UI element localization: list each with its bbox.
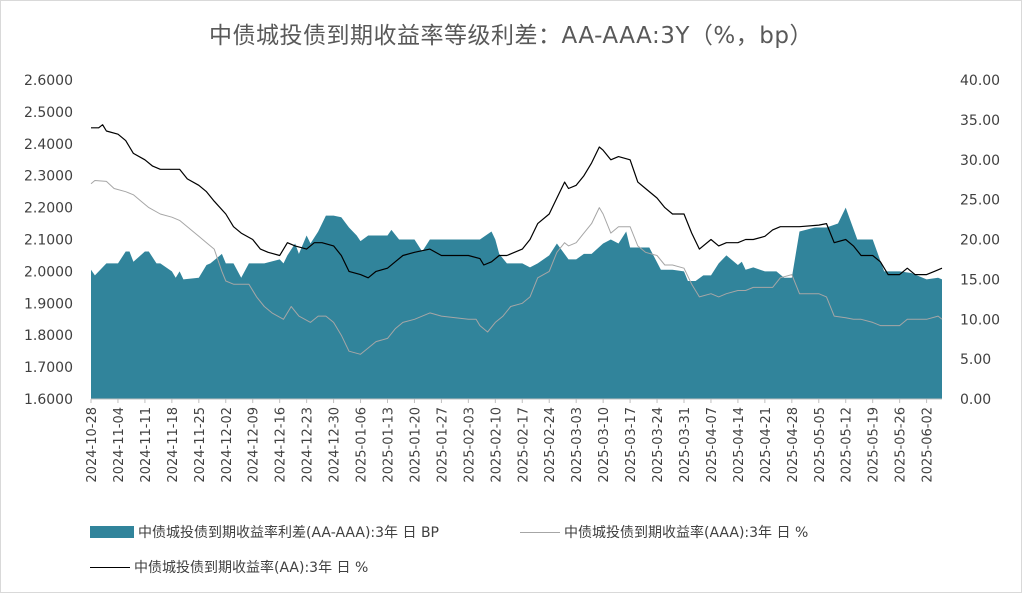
legend-swatch-spread xyxy=(90,526,134,538)
series-area-spread xyxy=(91,207,942,399)
y-left-tick-label: 1.8000 xyxy=(24,328,73,344)
x-tick-label: 2024-11-18 xyxy=(166,407,181,483)
x-tick-label: 2025-01-13 xyxy=(382,407,397,483)
x-tick-label: 2025-01-20 xyxy=(409,407,424,483)
series-line-aa xyxy=(91,124,943,279)
y-right-tick-label: 15.00 xyxy=(960,272,1000,288)
chart-title: 中债城投债到期收益率等级利差：AA-AAA:3Y（%，bp） xyxy=(209,23,813,49)
x-tick-label: 2024-12-30 xyxy=(328,407,343,483)
y-left-tick-label: 2.1000 xyxy=(24,233,73,249)
y-right-tick-label: 5.00 xyxy=(960,352,991,368)
x-tick-label: 2024-10-28 xyxy=(85,407,100,483)
x-tick-label: 2024-11-25 xyxy=(193,407,208,483)
x-tick-label: 2025-05-19 xyxy=(867,407,882,483)
axis-layer: 1.6000 1.7000 1.8000 1.9000 2.0000 2.1000 2.20… xyxy=(24,73,1000,483)
x-tick-label: 2024-12-23 xyxy=(301,407,316,483)
x-tick-label: 2025-03-03 xyxy=(570,407,585,483)
y-right-tick-label: 20.00 xyxy=(960,233,1000,249)
x-tick-label: 2024-12-02 xyxy=(220,407,235,483)
legend-swatch-aa xyxy=(90,566,130,568)
x-tick-label: 2025-05-26 xyxy=(894,407,909,483)
y-left-tick-label: 2.2000 xyxy=(24,201,73,217)
y-right-tick-label: 25.00 xyxy=(960,193,1000,209)
x-tick-label: 2025-01-06 xyxy=(355,407,370,483)
y-right-tick-label: 0.00 xyxy=(960,392,991,408)
x-tick-label: 2025-02-17 xyxy=(516,407,531,483)
x-tick-label: 2024-12-09 xyxy=(247,407,262,483)
y-left-tick-label: 2.0000 xyxy=(24,264,73,280)
x-tick-label: 2025-03-10 xyxy=(597,407,612,483)
y-left-tick-label: 2.4000 xyxy=(24,137,73,153)
x-tick-label: 2025-03-24 xyxy=(651,407,666,483)
legend-item-spread: 中债城投债到期收益率利差(AA-AAA):3年 日 BP xyxy=(90,522,439,542)
y-left-tick-label: 1.9000 xyxy=(24,296,73,312)
y-right-tick-label: 35.00 xyxy=(960,113,1000,129)
y-right-tick-label: 40.00 xyxy=(960,73,1000,89)
x-tick-label: 2025-05-12 xyxy=(840,407,855,483)
x-tick-label: 2025-04-28 xyxy=(786,407,801,483)
y-left-tick-label: 1.6000 xyxy=(24,392,73,408)
legend-label-aa: 中债城投债到期收益率(AA):3年 日 % xyxy=(134,560,369,576)
x-tick-label: 2025-04-14 xyxy=(732,407,747,483)
x-tick-label: 2025-03-31 xyxy=(678,407,693,483)
x-tick-label: 2025-02-03 xyxy=(462,407,477,483)
x-tick-label: 2024-11-11 xyxy=(139,407,154,483)
y-left-tick-label: 2.6000 xyxy=(24,73,73,89)
x-tick-label: 2025-01-27 xyxy=(435,407,450,483)
legend-swatch-aaa xyxy=(520,531,560,533)
y-left-tick-label: 2.3000 xyxy=(24,169,73,185)
x-tick-label: 2024-11-04 xyxy=(112,407,127,483)
line-layer xyxy=(90,124,943,355)
y-left-tick-label: 1.7000 xyxy=(24,360,73,376)
x-tick-label: 2025-04-21 xyxy=(759,407,774,483)
x-tick-label: 2024-12-16 xyxy=(274,407,289,483)
y-left-tick-label: 2.5000 xyxy=(24,105,73,121)
x-tick-label: 2025-06-02 xyxy=(921,407,936,483)
legend-item-aaa: 中债城投债到期收益率(AAA):3年 日 % xyxy=(520,522,808,542)
area-layer xyxy=(91,207,942,399)
legend-label-spread: 中债城投债到期收益率利差(AA-AAA):3年 日 BP xyxy=(138,525,439,541)
x-tick-label: 2025-04-07 xyxy=(705,407,720,483)
y-right-tick-label: 30.00 xyxy=(960,153,1000,169)
x-tick-label: 2025-03-17 xyxy=(624,407,639,483)
legend-item-aa: 中债城投债到期收益率(AA):3年 日 % xyxy=(90,557,368,577)
legend-label-aaa: 中债城投债到期收益率(AAA):3年 日 % xyxy=(564,525,809,541)
y-right-tick-label: 10.00 xyxy=(960,312,1000,328)
x-tick-label: 2025-02-24 xyxy=(543,407,558,483)
series-line-aaa xyxy=(90,180,943,355)
x-tick-label: 2025-02-10 xyxy=(489,407,504,483)
x-tick-label: 2025-05-05 xyxy=(813,407,828,483)
